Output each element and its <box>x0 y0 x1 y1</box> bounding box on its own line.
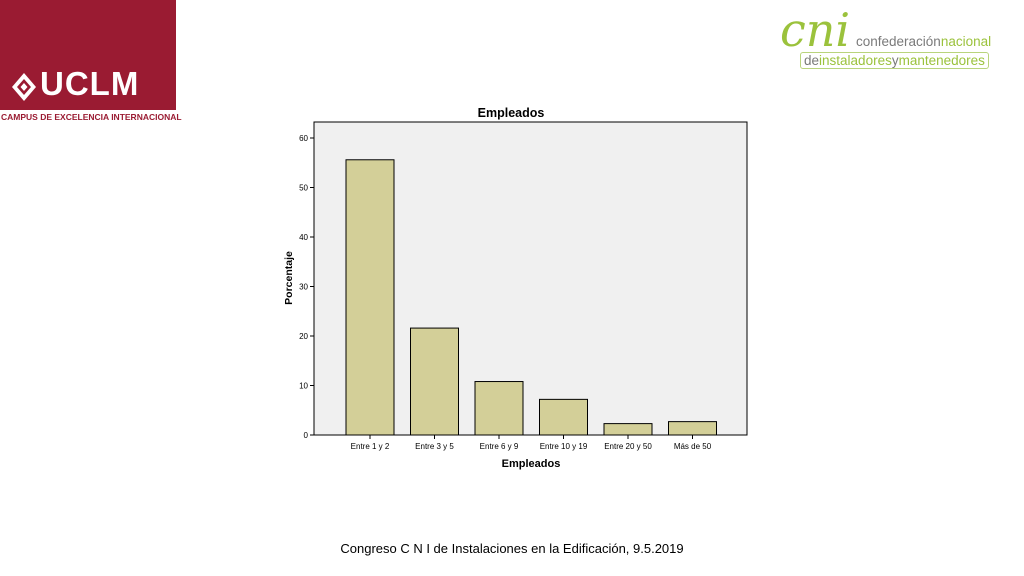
footer-caption: Congreso C N I de Instalaciones en la Ed… <box>340 541 684 556</box>
cni-logo: cni confederaciónnacional deinstaladores… <box>780 4 1016 74</box>
x-tick-label: Más de 50 <box>674 442 712 451</box>
bar <box>345 159 395 436</box>
bar <box>474 381 524 436</box>
y-tick-label: 50 <box>299 184 308 193</box>
y-tick-label: 10 <box>299 382 308 391</box>
bar <box>410 327 459 436</box>
bar <box>603 423 653 436</box>
uclm-emblem-icon <box>12 73 36 101</box>
x-tick-label: Entre 20 y 50 <box>604 442 652 451</box>
y-tick-label: 40 <box>299 233 308 242</box>
y-tick-label: 30 <box>299 283 308 292</box>
x-axis: Entre 1 y 2 Entre 3 y 5 Entre 6 y 9 Entre 1… <box>351 435 712 451</box>
uclm-tagline: CAMPUS DE EXCELENCIA INTERNACIONAL <box>1 112 182 122</box>
uclm-wordmark: UCLM <box>40 65 140 102</box>
y-tick-label: 20 <box>299 332 308 341</box>
x-tick-label: Entre 1 y 2 <box>351 442 390 451</box>
cni-line1: confederaciónnacional <box>856 34 992 49</box>
y-axis-label: Porcentaje <box>283 251 295 305</box>
x-tick-label: Entre 6 y 9 <box>480 442 519 451</box>
cni-line2: deinstaladoresymantenedores <box>800 52 989 69</box>
uclm-logo: UCLM <box>0 0 176 110</box>
x-tick-label: Entre 10 y 19 <box>540 442 588 451</box>
chart-title: Empleados <box>478 106 545 120</box>
bar <box>668 421 717 436</box>
bars <box>345 159 717 436</box>
y-tick-label: 0 <box>304 431 309 440</box>
y-axis: 0 10 20 30 40 50 60 <box>299 122 315 440</box>
bar <box>539 398 588 436</box>
x-tick-label: Entre 3 y 5 <box>415 442 454 451</box>
x-axis-label: Empleados <box>502 458 561 470</box>
cni-mark: cni <box>780 3 851 57</box>
y-tick-label: 60 <box>299 134 308 143</box>
